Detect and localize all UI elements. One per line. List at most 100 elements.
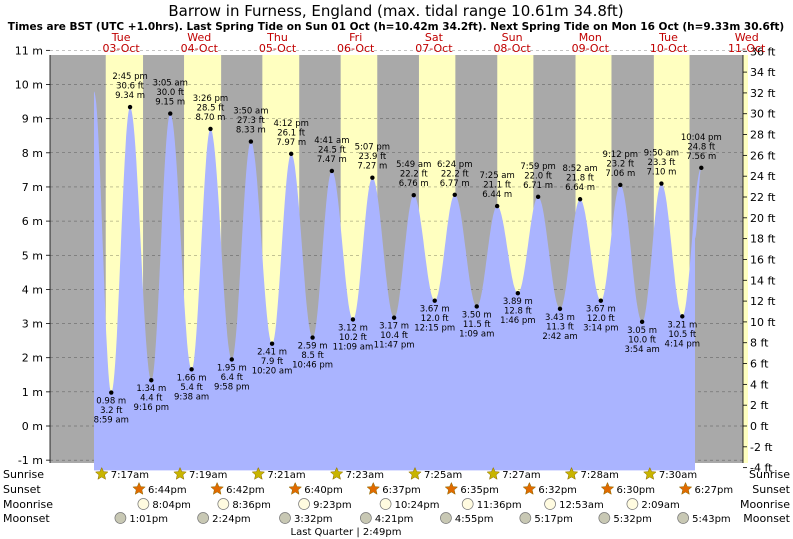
tide-time-label: 9:50 am bbox=[644, 149, 679, 159]
moonset-item: 5:17pm bbox=[519, 512, 573, 525]
date-label: 10-Oct bbox=[650, 42, 688, 55]
tide-height-ft-label: 4.4 ft bbox=[140, 394, 163, 404]
tide-height-ft-label: 10.2 ft bbox=[339, 333, 367, 343]
sun-icon bbox=[329, 466, 344, 480]
low-tide-marker: 3.43 m11.3 ft2:42 am bbox=[542, 306, 578, 342]
sunrise-item: 7:17am bbox=[94, 466, 149, 481]
y-tick-label-m: 3 m bbox=[22, 318, 43, 331]
y-tick-label-ft: 12 ft bbox=[750, 295, 776, 308]
sunset-time: 6:37pm bbox=[382, 485, 421, 496]
tide-point bbox=[557, 306, 563, 312]
tide-height-ft-label: 8.5 ft bbox=[301, 351, 324, 361]
tide-time-label: 3:54 am bbox=[624, 345, 659, 355]
tide-height-m-label: 3.05 m bbox=[627, 326, 657, 336]
moonrise-item: 11:36pm bbox=[461, 498, 522, 511]
moonrise-time: 9:23pm bbox=[313, 500, 352, 511]
tide-time-label: 9:58 pm bbox=[214, 382, 249, 392]
low-tide-marker: 3.67 m12.0 ft3:14 pm bbox=[583, 298, 619, 334]
moonrise-icon bbox=[298, 498, 310, 510]
low-tide-marker: 3.05 m10.0 ft3:54 am bbox=[624, 319, 660, 355]
sunset-row-label-right: Sunset bbox=[752, 483, 790, 496]
sunset-time: 6:30pm bbox=[616, 485, 655, 496]
tide-time-label: 9:12 pm bbox=[603, 150, 638, 160]
tide-point bbox=[310, 335, 315, 340]
tide-height-ft-label: 21.1 ft bbox=[483, 181, 511, 191]
tide-point bbox=[680, 314, 685, 319]
y-tick-label-ft: 10 ft bbox=[750, 316, 776, 329]
tide-point bbox=[432, 298, 437, 303]
chart-subtitle: Times are BST (UTC +1.0hrs). Last Spring… bbox=[8, 21, 784, 33]
y-tick-label-ft: 20 ft bbox=[750, 212, 776, 225]
sunset-time: 6:42pm bbox=[226, 485, 265, 496]
low-tide-marker: 1.66 m5.4 ft9:38 am bbox=[174, 367, 209, 402]
tide-height-m-label: 1.95 m bbox=[217, 363, 247, 373]
moonset-item: 4:55pm bbox=[440, 512, 493, 525]
tide-time-label: 3:26 pm bbox=[193, 94, 228, 104]
low-tide-marker: 1.95 m6.4 ft9:58 pm bbox=[214, 357, 250, 392]
tide-height-m-label: 1.34 m bbox=[136, 384, 166, 394]
low-tide-marker: 3.50 m11.5 ft1:09 am bbox=[459, 304, 494, 339]
y-tick-label-ft: 24 ft bbox=[750, 170, 776, 183]
tide-point bbox=[370, 175, 375, 180]
tide-time-label: 6:24 pm bbox=[437, 160, 472, 170]
tide-point bbox=[515, 290, 521, 296]
tide-point bbox=[329, 168, 335, 174]
y-tick-label-ft: 16 ft bbox=[750, 253, 776, 266]
tide-curve bbox=[94, 91, 702, 471]
tide-height-m-label: 9.15 m bbox=[155, 98, 185, 108]
moonrise-item: 8:04pm bbox=[137, 498, 191, 511]
moonrise-item: 9:23pm bbox=[298, 498, 352, 511]
sunrise-item: 7:27am bbox=[486, 466, 541, 481]
y-tick-label-ft: 2 ft bbox=[750, 399, 769, 412]
tide-height-ft-label: 26.1 ft bbox=[277, 128, 305, 138]
tide-time-label: 8:59 am bbox=[94, 416, 129, 426]
sunrise-item: 7:19am bbox=[173, 466, 227, 481]
tide-height-m-label: 7.06 m bbox=[605, 169, 635, 179]
tide-height-m-label: 7.47 m bbox=[317, 155, 347, 165]
sunset-item: 6:37pm bbox=[366, 481, 421, 496]
sunrise-row-label-right: Sunrise bbox=[749, 468, 790, 481]
moonset-icon bbox=[360, 512, 372, 524]
tide-height-ft-label: 12.8 ft bbox=[504, 307, 532, 317]
sun-icon bbox=[643, 466, 657, 480]
moonset-row-label-right: Moonset bbox=[743, 512, 790, 525]
tide-height-ft-label: 30.0 ft bbox=[156, 88, 184, 98]
tide-height-ft-label: 23.2 ft bbox=[606, 159, 634, 169]
moonset-time: 5:32pm bbox=[613, 514, 652, 525]
tide-point bbox=[127, 104, 133, 110]
tide-point bbox=[350, 317, 356, 322]
date-label: 05-Oct bbox=[259, 42, 297, 55]
tide-height-m-label: 9.34 m bbox=[115, 91, 145, 101]
sunset-icon bbox=[210, 481, 224, 495]
day-of-week-label: Thu bbox=[266, 31, 288, 44]
tide-height-m-label: 1.66 m bbox=[177, 373, 207, 383]
sunrise-item: 7:21am bbox=[251, 466, 306, 481]
moonrise-icon bbox=[379, 498, 392, 510]
moonrise-time: 8:36pm bbox=[232, 500, 271, 511]
sunrise-time: 7:23am bbox=[346, 470, 384, 481]
y-tick-label-ft: 6 ft bbox=[750, 358, 769, 371]
moonset-icon bbox=[440, 512, 452, 524]
day-of-week-label: Wed bbox=[735, 31, 759, 44]
tide-point bbox=[149, 378, 154, 383]
y-tick-label-ft: 26 ft bbox=[750, 149, 776, 162]
y-tick-label-ft: 8 ft bbox=[750, 337, 769, 350]
sunset-item: 6:30pm bbox=[600, 481, 655, 496]
sunrise-time: 7:25am bbox=[424, 470, 462, 481]
day-of-week-label: Sat bbox=[425, 31, 444, 44]
tide-time-label: 10:46 pm bbox=[292, 361, 333, 371]
tide-height-m-label: 0.98 m bbox=[96, 397, 126, 407]
tide-height-m-label: 3.21 m bbox=[667, 320, 697, 330]
tide-height-m-label: 7.10 m bbox=[646, 168, 676, 178]
sunset-icon bbox=[522, 481, 537, 495]
tide-point bbox=[618, 182, 623, 188]
chart-title: Barrow in Furness, England (max. tidal r… bbox=[168, 2, 623, 20]
tide-time-label: 11:47 pm bbox=[374, 341, 415, 351]
tide-point bbox=[109, 390, 114, 395]
